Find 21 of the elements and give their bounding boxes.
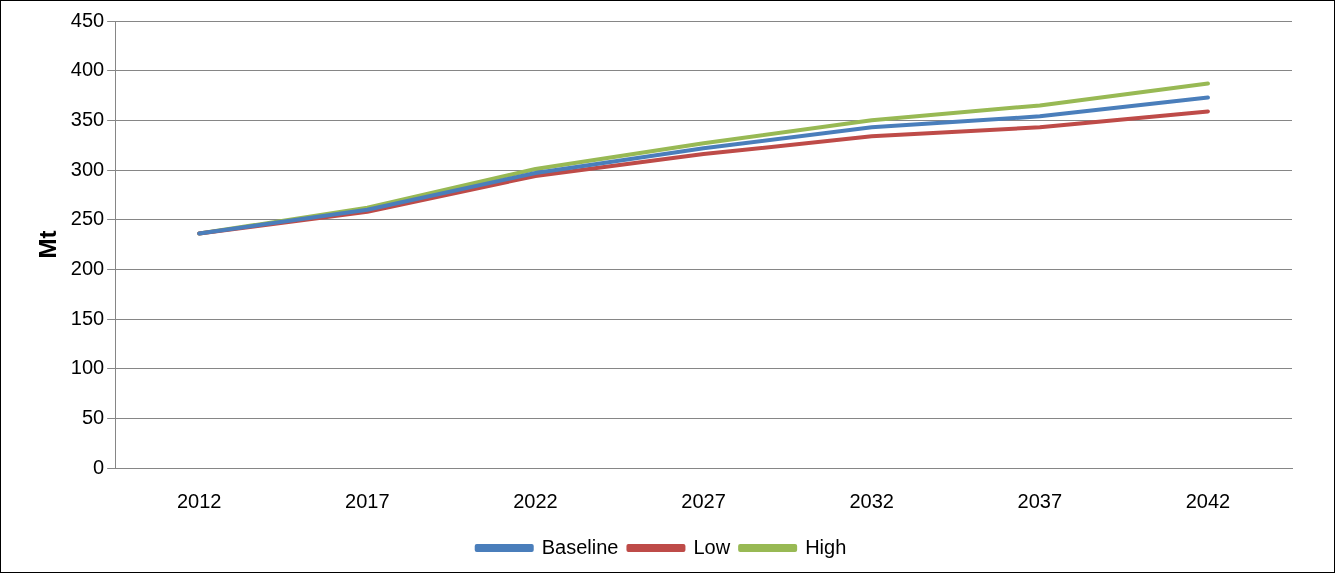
y-tick-label: 450: [70, 8, 105, 31]
y-tick-label: 0: [93, 455, 105, 478]
x-tick-label: 2027: [681, 489, 726, 512]
y-tick-label: 100: [70, 356, 105, 379]
y-tick-label: 50: [81, 405, 105, 428]
legend-label: Baseline: [541, 535, 619, 558]
y-axis-title: Mt: [34, 230, 62, 259]
y-tick-label: 400: [70, 58, 105, 81]
legend-label: Low: [693, 535, 731, 558]
x-tick-label: 2032: [849, 489, 894, 512]
y-tick-label: 150: [70, 306, 105, 329]
x-tick-label: 2037: [1017, 489, 1063, 512]
y-tick-label: 300: [70, 157, 105, 180]
x-tick-label: 2012: [176, 489, 222, 512]
x-tick-label: 2042: [1185, 489, 1231, 512]
y-tick-label: 350: [70, 107, 105, 130]
x-tick-label: 2017: [345, 489, 390, 512]
y-tick-label: 250: [70, 207, 105, 230]
y-tick-label: 200: [70, 256, 105, 279]
x-tick-label: 2022: [513, 489, 558, 512]
legend-label: High: [805, 535, 847, 558]
